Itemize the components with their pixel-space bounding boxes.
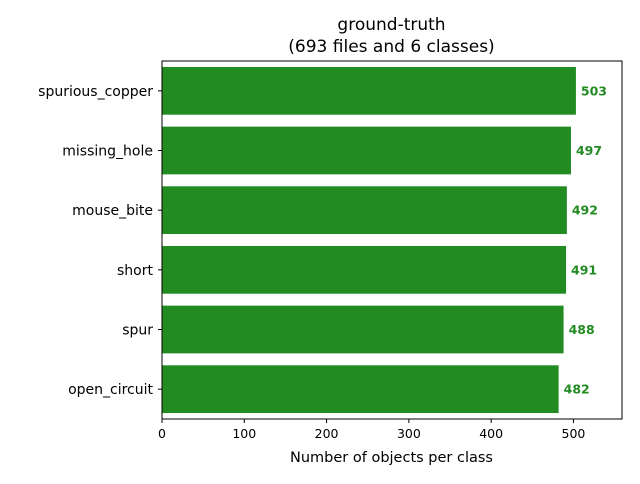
x-tick-label: 0 [158,426,166,441]
y-tick-labels: spurious_copper missing_hole mouse_bitesho… [38,84,162,398]
y-tick-label: spur [122,323,153,339]
y-tick-label: missing_hole [62,144,153,160]
bar-missing_hole [162,126,571,175]
value-labels: 503 497 492 491 488 482 [564,83,607,396]
bar-mouse_bite [162,186,567,235]
bar-spur [162,305,564,354]
x-tick-label: 300 [397,426,421,441]
x-tick-label: 200 [315,426,339,441]
x-tick-label: 500 [562,426,586,441]
value-label-short: 491 [571,262,597,277]
y-tick-label: open_circuit [68,382,153,398]
y-tick-label: spurious_copper [38,84,153,100]
x-tick-label: 100 [232,426,256,441]
bar-short [162,245,567,294]
value-label-spur: 488 [569,322,595,337]
plot-frame [161,60,623,420]
bar-spurious_copper [162,66,576,115]
x-axis-label: Number of objects per class [290,450,493,466]
chart-subtitle: (693 files and 6 classes) [288,37,494,57]
x-tick-label: 400 [479,426,503,441]
x-ticks: 0 100 200 300 400 500 [158,419,585,441]
bars-group [162,66,576,414]
y-tick-label: mouse_bite [72,203,153,219]
value-label-open_circuit: 482 [564,382,590,397]
value-label-missing_hole: 497 [576,143,602,158]
y-tick-label: short [117,263,153,279]
bar-open_circuit [162,365,559,414]
value-label-spurious_copper: 503 [581,83,607,98]
chart-title: ground-truth [337,15,445,35]
value-label-mouse_bite: 492 [572,203,598,218]
